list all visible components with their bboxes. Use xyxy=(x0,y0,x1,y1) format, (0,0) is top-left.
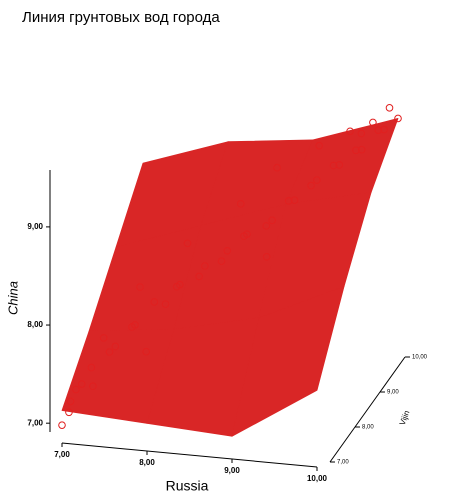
data-point xyxy=(315,141,324,150)
z-tick-label: 9,00 xyxy=(387,390,399,396)
z-tick-label: 8,00 xyxy=(362,425,374,431)
data-point xyxy=(243,230,251,238)
z-axis-title: Vijin xyxy=(398,409,412,426)
data-point xyxy=(142,347,150,356)
x-tick-label: 8,00 xyxy=(139,458,155,467)
data-point xyxy=(380,125,388,134)
data-point xyxy=(329,161,338,170)
data-point xyxy=(273,163,281,172)
data-point xyxy=(313,176,321,184)
x-axis-title: Russia xyxy=(166,478,209,494)
data-point xyxy=(176,280,184,289)
y-tick-label: 8,00 xyxy=(27,320,43,329)
data-point xyxy=(290,196,299,205)
z-tick-label: 7,00 xyxy=(337,460,349,466)
data-point xyxy=(99,334,108,342)
y-tick-label: 7,00 xyxy=(27,418,43,427)
data-point xyxy=(183,239,192,248)
y-tick-label: 9,00 xyxy=(27,222,43,231)
x-tick-label: 7,00 xyxy=(54,450,70,459)
data-point xyxy=(131,321,139,329)
data-point xyxy=(394,114,402,123)
data-point xyxy=(105,348,114,356)
data-point xyxy=(87,363,96,372)
data-point xyxy=(357,145,366,154)
data-point xyxy=(262,252,271,261)
data-point xyxy=(237,200,245,208)
data-point xyxy=(223,246,232,255)
data-point xyxy=(89,382,97,391)
x-tick-label: 9,00 xyxy=(224,466,240,475)
data-point xyxy=(385,104,394,112)
data-point xyxy=(346,127,354,136)
y-axis-title: China xyxy=(5,281,20,315)
data-point xyxy=(66,397,75,406)
data-point xyxy=(217,257,226,266)
data-point xyxy=(352,146,360,155)
data-point xyxy=(77,380,86,388)
x-axis-line xyxy=(61,442,318,468)
data-point xyxy=(335,161,344,169)
x-tick-label: 10,00 xyxy=(307,474,328,483)
data-point xyxy=(111,342,120,351)
data-point xyxy=(161,300,170,308)
chart-title: Линия грунтовых вод города xyxy=(22,9,220,26)
data-point xyxy=(201,262,209,270)
data-point xyxy=(357,129,366,138)
z-axis-line xyxy=(329,356,406,463)
data-point xyxy=(369,118,377,127)
data-point xyxy=(262,222,271,230)
data-point xyxy=(72,385,80,394)
data-point xyxy=(150,298,159,306)
data-point xyxy=(65,408,73,417)
z-tick-label: 10,00 xyxy=(412,355,428,361)
data-point xyxy=(307,181,315,190)
data-point xyxy=(268,216,276,225)
surface-patch xyxy=(231,286,345,437)
data-point xyxy=(374,126,383,134)
data-point xyxy=(195,272,203,281)
data-point xyxy=(58,421,66,429)
data-point xyxy=(136,283,144,291)
data-point xyxy=(284,197,293,205)
